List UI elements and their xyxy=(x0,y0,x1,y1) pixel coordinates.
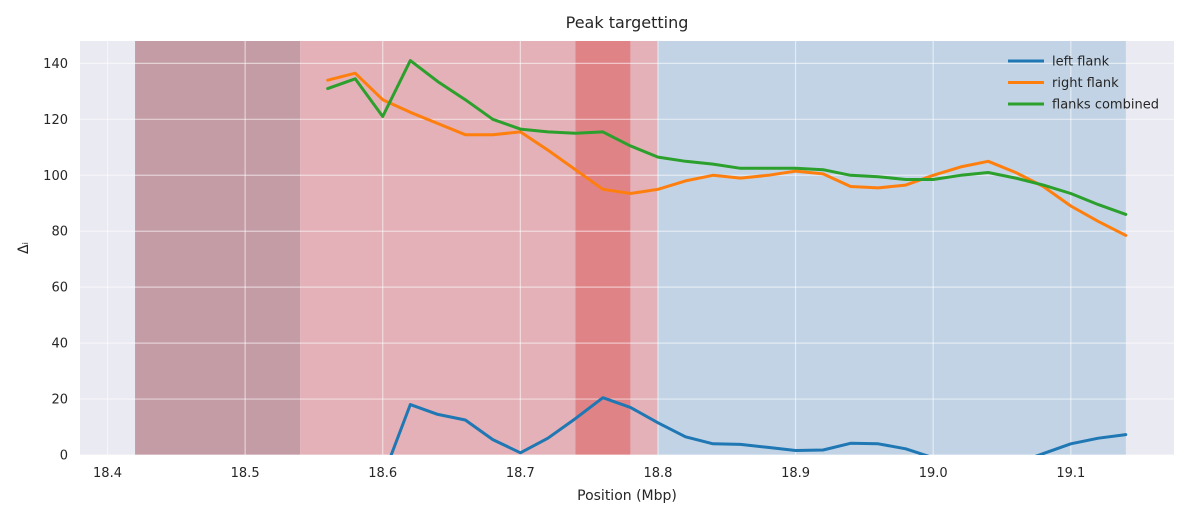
y-tick-label: 20 xyxy=(51,393,68,408)
shaded-regions xyxy=(135,41,1126,455)
series-line-flanks-combined xyxy=(326,59,1128,216)
y-tick-label: 100 xyxy=(43,169,68,184)
x-tick-label: 19.0 xyxy=(919,466,948,481)
shaded-region-2 xyxy=(575,41,631,455)
shaded-region-1 xyxy=(300,41,576,455)
y-tick-label: 140 xyxy=(43,57,68,72)
shaded-region-4 xyxy=(657,41,1126,455)
x-tick-label: 18.8 xyxy=(643,466,672,481)
y-tick-label: 80 xyxy=(51,225,68,240)
grid-lines xyxy=(80,41,1174,456)
legend-label-flanks-combined: flanks combined xyxy=(1052,98,1159,113)
y-tick-label: 40 xyxy=(51,337,68,352)
y-tick-labels: 0 20 40 60 80 100 120 140 xyxy=(43,57,68,464)
x-tick-label: 18.9 xyxy=(781,466,810,481)
x-axis-label: Position (Mbp) xyxy=(577,488,677,504)
y-tick-label: 120 xyxy=(43,113,68,128)
x-tick-label: 18.7 xyxy=(506,466,535,481)
shaded-region-3 xyxy=(630,41,658,455)
x-tick-label: 19.1 xyxy=(1056,466,1085,481)
x-tick-labels: 18.4 18.5 18.6 18.7 18.8 18.9 19.0 19.1 xyxy=(93,466,1085,481)
chart-title: Peak targetting xyxy=(566,13,689,32)
series-line-left-flank xyxy=(389,396,1128,455)
x-tick-label: 18.5 xyxy=(231,466,260,481)
y-axis-label: Δᵢ xyxy=(16,242,32,254)
legend: left flank right flank flanks combined xyxy=(1008,55,1159,113)
y-tick-label: 0 xyxy=(60,449,68,464)
shaded-region-0 xyxy=(135,41,301,455)
legend-label-right-flank: right flank xyxy=(1052,76,1119,91)
y-tick-label: 60 xyxy=(51,281,68,296)
x-tick-label: 18.4 xyxy=(93,466,122,481)
series-line-right-flank xyxy=(326,71,1128,237)
series-lines xyxy=(326,59,1128,455)
x-tick-label: 18.6 xyxy=(368,466,397,481)
legend-label-left-flank: left flank xyxy=(1052,55,1110,70)
